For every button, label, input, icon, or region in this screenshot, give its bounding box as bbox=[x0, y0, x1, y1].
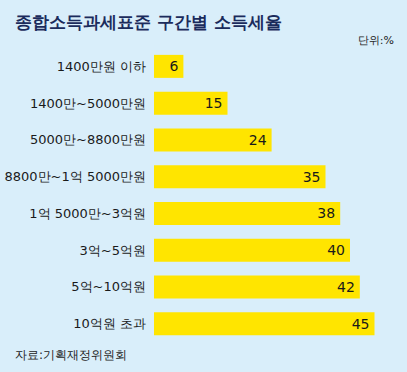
svg-text:40: 40 bbox=[327, 242, 345, 258]
svg-text:45: 45 bbox=[352, 316, 370, 332]
svg-text:3억~5억원: 3억~5억원 bbox=[80, 243, 146, 258]
svg-text:8800만~1억 5000만원: 8800만~1억 5000만원 bbox=[5, 169, 146, 184]
svg-text:단위:%: 단위:% bbox=[358, 34, 394, 47]
svg-text:1400만원 이하: 1400만원 이하 bbox=[57, 59, 146, 74]
svg-text:35: 35 bbox=[303, 169, 321, 185]
svg-text:1억 5000만~3억원: 1억 5000만~3억원 bbox=[29, 206, 146, 221]
svg-text:5000만~8800만원: 5000만~8800만원 bbox=[30, 132, 146, 147]
svg-text:종합소득과세표준 구간별 소득세율: 종합소득과세표준 구간별 소득세율 bbox=[15, 12, 282, 32]
svg-text:1400만~5000만원: 1400만~5000만원 bbox=[30, 96, 146, 111]
svg-text:38: 38 bbox=[317, 205, 335, 221]
svg-text:24: 24 bbox=[249, 132, 267, 148]
svg-text:10억원 초과: 10억원 초과 bbox=[73, 316, 146, 331]
svg-text:6: 6 bbox=[169, 58, 178, 74]
svg-text:42: 42 bbox=[337, 279, 355, 295]
svg-text:자료:기획재정위원회: 자료:기획재정위원회 bbox=[15, 348, 127, 362]
svg-text:15: 15 bbox=[205, 95, 223, 111]
svg-text:5억~10억원: 5억~10억원 bbox=[71, 279, 146, 294]
